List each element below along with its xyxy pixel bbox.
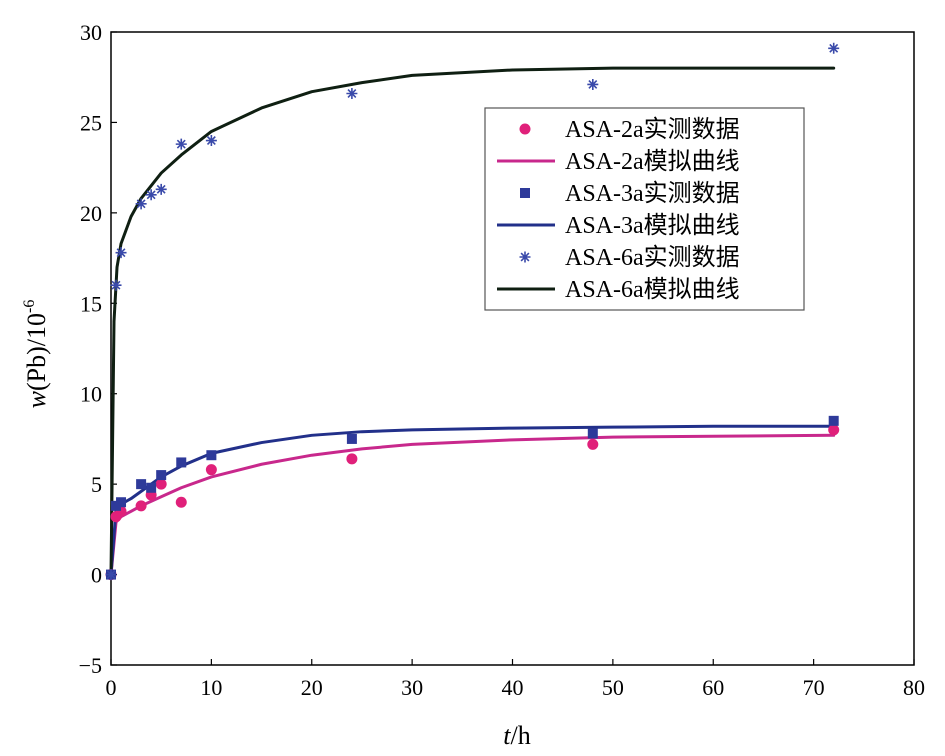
legend-label: ASA-3a模拟曲线 [565,212,740,239]
data-point [135,198,147,210]
legend-box [484,107,805,311]
x-tick-label: 30 [401,675,423,700]
x-tick-label: 20 [301,675,323,700]
data-point [176,457,187,468]
y-axis-label-paren: (Pb)/10 [22,313,51,391]
legend-item: ASA-6a实测数据 [519,244,740,271]
y-axis-label: w(Pb)/10-6 [21,300,51,409]
series-layer [105,42,840,581]
legend: ASA-2a实测数据 ASA-2a模拟曲线 ASA-3a实测数据 ASA-3a模拟曲线… [484,107,805,311]
data-point [587,428,598,439]
y-tick-label: 5 [91,472,102,497]
data-point [146,482,157,493]
y-axis-label-superscript: -6 [21,300,38,313]
legend-label: ASA-3a实测数据 [565,180,740,207]
x-axis-label-unit: /h [511,721,531,750]
data-point [205,464,217,476]
x-tick-label: 40 [502,675,524,700]
y-tick-label: 25 [80,110,102,135]
legend-item: ASA-2a实测数据 [519,116,740,143]
x-tick-label: 80 [903,675,925,700]
legend-label: ASA-2a模拟曲线 [565,148,740,175]
legend-item: ASA-3a模拟曲线 [497,212,740,239]
x-tick-label: 60 [702,675,724,700]
legend-item: ASA-2a模拟曲线 [497,148,740,175]
legend-item: ASA-6a模拟曲线 [497,276,740,303]
y-tick-label: 15 [80,291,102,316]
legend-label: ASA-6a实测数据 [565,244,740,271]
y-axis-ticks: −5 0 5 10 15 20 25 30 [79,20,117,678]
data-point [136,479,147,490]
data-point [587,438,599,450]
x-tick-label: 70 [803,675,825,700]
x-tick-label: 50 [602,675,624,700]
series-4 [105,42,840,581]
y-axis-label-variable: w [22,390,51,408]
data-point [828,415,839,426]
data-point [135,500,147,512]
y-tick-label: −5 [79,653,102,678]
series-line [109,433,836,577]
y-tick-label: 10 [80,382,102,407]
data-point [205,135,217,147]
x-tick-label: 10 [200,675,222,700]
data-point [110,279,122,291]
data-point [587,78,599,90]
x-axis-label: t/h [503,721,530,750]
data-point [105,569,117,581]
data-point [145,189,157,201]
legend-marker-swatch [519,251,531,263]
x-tick-label: 0 [106,675,117,700]
y-tick-label: 20 [80,201,102,226]
data-point [346,433,357,444]
series-3 [109,424,836,577]
data-point [175,138,187,150]
data-point [155,478,167,490]
legend-label: ASA-2a实测数据 [565,116,740,143]
data-point [175,496,187,508]
x-axis-ticks: 0 10 20 30 40 50 60 70 80 [106,659,925,700]
series-1 [109,433,836,577]
data-point [828,424,840,436]
data-point [346,87,358,99]
series-line [109,424,836,577]
legend-marker-swatch [520,188,530,198]
data-point [155,183,167,195]
legend-item: ASA-3a实测数据 [520,180,740,207]
y-tick-label: 0 [91,563,102,588]
y-tick-label: 30 [80,20,102,45]
data-point [156,470,167,481]
legend-marker-swatch [519,123,531,135]
data-point [115,247,127,259]
data-point [116,497,127,508]
data-point [111,500,122,511]
data-point [828,42,840,54]
x-axis-label-variable: t [503,721,511,750]
data-point [206,450,217,461]
legend-label: ASA-6a模拟曲线 [565,276,740,303]
data-point [346,453,358,465]
